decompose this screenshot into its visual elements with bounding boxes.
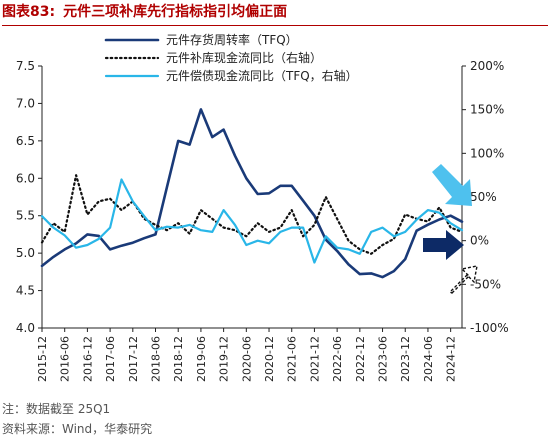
series-layer bbox=[40, 108, 464, 279]
series-line-2 bbox=[40, 174, 464, 255]
left-tick-label: 6.5 bbox=[16, 134, 35, 148]
x-tick-label: 2017-12 bbox=[127, 336, 140, 382]
dashed-arrow-shape bbox=[448, 265, 478, 294]
x-tick-label: 2020-06 bbox=[240, 336, 253, 382]
legend-label-3: 元件偿债现金流同比（TFQ，右轴） bbox=[166, 68, 358, 83]
x-tick-label: 2023-06 bbox=[377, 336, 390, 382]
source-note: 资料来源：Wind，华泰研究 bbox=[2, 422, 153, 436]
x-tick-label: 2022-06 bbox=[331, 336, 344, 382]
right-tick-label: 150% bbox=[470, 103, 504, 117]
x-tick-label: 2023-12 bbox=[399, 336, 412, 382]
cyan-arrow-shape bbox=[432, 164, 472, 206]
chart-legend: 元件存货周转率（TFQ） 元件补库现金流同比（右轴） 元件偿债现金流同比（TFQ，右… bbox=[104, 32, 358, 83]
right-tick-label: 200% bbox=[470, 59, 504, 73]
right-tick-label: -100% bbox=[470, 321, 509, 335]
x-tick-label: 2015-12 bbox=[36, 336, 49, 382]
x-tick-label: 2016-06 bbox=[59, 336, 72, 382]
left-tick-label: 6.0 bbox=[16, 171, 35, 185]
figure-title-bar: 图表83: 元件三项补库先行指标指引均偏正面 bbox=[2, 2, 548, 26]
legend-label-1: 元件存货周转率（TFQ） bbox=[166, 32, 298, 47]
series-line-1 bbox=[40, 108, 464, 279]
x-tick-label: 2019-12 bbox=[218, 336, 231, 382]
chart-axes: 4.0 4.5 5.0 5.5 6.0 6.5 7.0 7.5 -100% -50% 0% 50% 10… bbox=[16, 59, 509, 382]
x-tick-label: 2022-12 bbox=[354, 336, 367, 382]
x-tick-label: 2018-12 bbox=[172, 336, 185, 382]
x-tick-label: 2024-12 bbox=[445, 336, 458, 382]
x-tick-label: 2018-06 bbox=[150, 336, 163, 382]
x-tick-label: 2021-12 bbox=[308, 336, 321, 382]
right-tick-label: 100% bbox=[470, 146, 504, 160]
series-line-3 bbox=[40, 178, 464, 264]
x-tick-label: 2020-12 bbox=[263, 336, 276, 382]
right-tick-label: -50% bbox=[470, 277, 501, 291]
navy-arrow-shape bbox=[423, 230, 464, 260]
figure-title: 元件三项补库先行指标指引均偏正面 bbox=[63, 4, 288, 20]
left-tick-label: 5.0 bbox=[16, 246, 35, 260]
right-tick-label: 50% bbox=[470, 190, 497, 204]
left-tick-label: 7.5 bbox=[16, 59, 35, 73]
right-tick-label: 0% bbox=[470, 234, 489, 248]
x-tick-label: 2019-06 bbox=[195, 336, 208, 382]
x-tick-label: 2017-06 bbox=[104, 336, 117, 382]
data-note: 注：数据截至 25Q1 bbox=[2, 402, 111, 416]
legend-label-2: 元件补库现金流同比（右轴） bbox=[166, 50, 322, 65]
left-tick-label: 5.5 bbox=[16, 209, 35, 223]
x-tick-label: 2024-06 bbox=[422, 336, 435, 382]
x-tick-label: 2016-12 bbox=[81, 336, 94, 382]
line-chart: 4.0 4.5 5.0 5.5 6.0 6.5 7.0 7.5 -100% -50% 0% 50% 10… bbox=[16, 32, 509, 382]
annotation-arrows bbox=[423, 164, 478, 294]
figure-number: 图表83: bbox=[2, 4, 56, 20]
left-tick-label: 7.0 bbox=[16, 96, 35, 110]
x-tick-label: 2021-06 bbox=[286, 336, 299, 382]
left-tick-label: 4.0 bbox=[16, 321, 35, 335]
left-tick-label: 4.5 bbox=[16, 284, 35, 298]
